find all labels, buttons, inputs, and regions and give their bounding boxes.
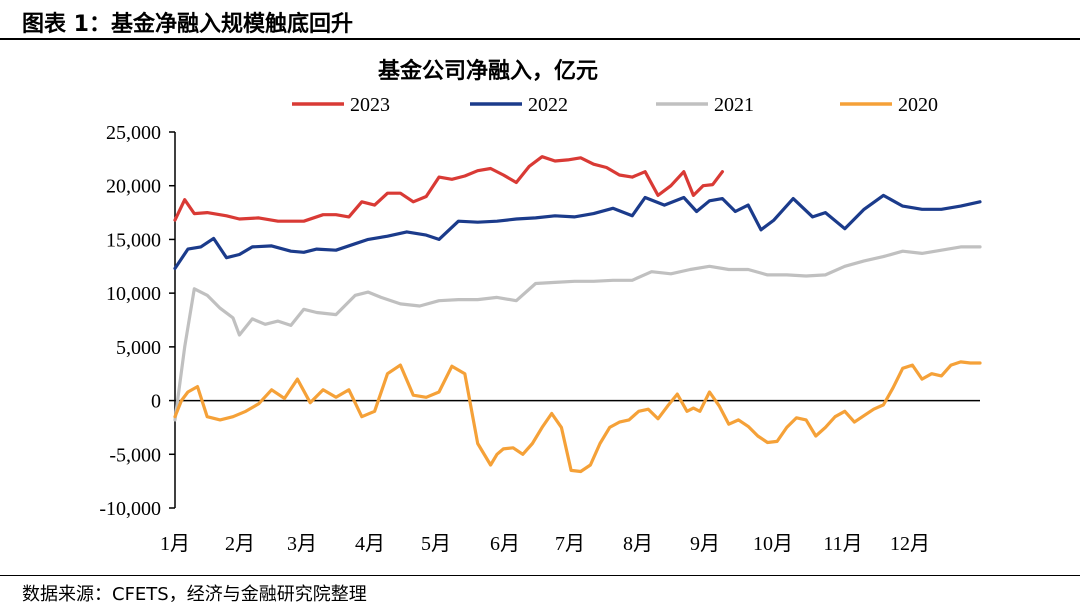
- y-tick-label: 10,000: [106, 283, 161, 305]
- series-layer: [173, 155, 982, 474]
- series-line-2023: [173, 155, 725, 223]
- x-tick-label: 9月: [690, 533, 720, 555]
- source-note: 数据来源：CFETS，经济与金融研究院整理: [22, 584, 367, 605]
- legend: 2023 2022 2021 2020: [292, 94, 938, 116]
- y-tick-label: 20,000: [106, 176, 161, 198]
- x-tick-label: 7月: [555, 533, 585, 555]
- legend-label-2023: 2023: [350, 94, 390, 116]
- y-tick-label: -10,000: [99, 498, 161, 520]
- series-line-2022: [173, 193, 982, 270]
- y-tick-label: 5,000: [116, 337, 161, 359]
- x-tick-label: 10月: [753, 533, 793, 555]
- x-tick-label: 4月: [355, 533, 385, 555]
- axes: -10,000 -5,000 0 5,000 10,000 15,000 20,000 25,…: [99, 122, 980, 555]
- y-tick-label: 15,000: [106, 229, 161, 251]
- x-tick-label: 2月: [225, 533, 255, 555]
- x-tick-label: 3月: [287, 533, 317, 555]
- figure-title: 图表 1：基金净融入规模触底回升: [22, 12, 353, 37]
- line-chart: 基金公司净融入，亿元 2023 2022 2021 2020 -10,000 -5,00…: [99, 58, 982, 555]
- y-tick-label: 25,000: [106, 122, 161, 144]
- series-line-2021: [173, 245, 982, 422]
- legend-label-2021: 2021: [714, 94, 754, 116]
- x-tick-label: 6月: [490, 533, 520, 555]
- bottom-rule: [0, 575, 1080, 576]
- legend-label-2020: 2020: [898, 94, 938, 116]
- x-tick-label: 11月: [823, 533, 862, 555]
- series-line-2020: [173, 360, 982, 474]
- top-rule: [0, 38, 1080, 40]
- legend-label-2022: 2022: [528, 94, 568, 116]
- y-tick-label: 0: [151, 391, 161, 413]
- chart-title: 基金公司净融入，亿元: [378, 58, 598, 84]
- x-tick-label: 8月: [623, 533, 653, 555]
- x-tick-label: 12月: [890, 533, 930, 555]
- y-tick-label: -5,000: [109, 444, 161, 466]
- x-tick-label: 5月: [421, 533, 451, 555]
- x-tick-label: 1月: [160, 533, 190, 555]
